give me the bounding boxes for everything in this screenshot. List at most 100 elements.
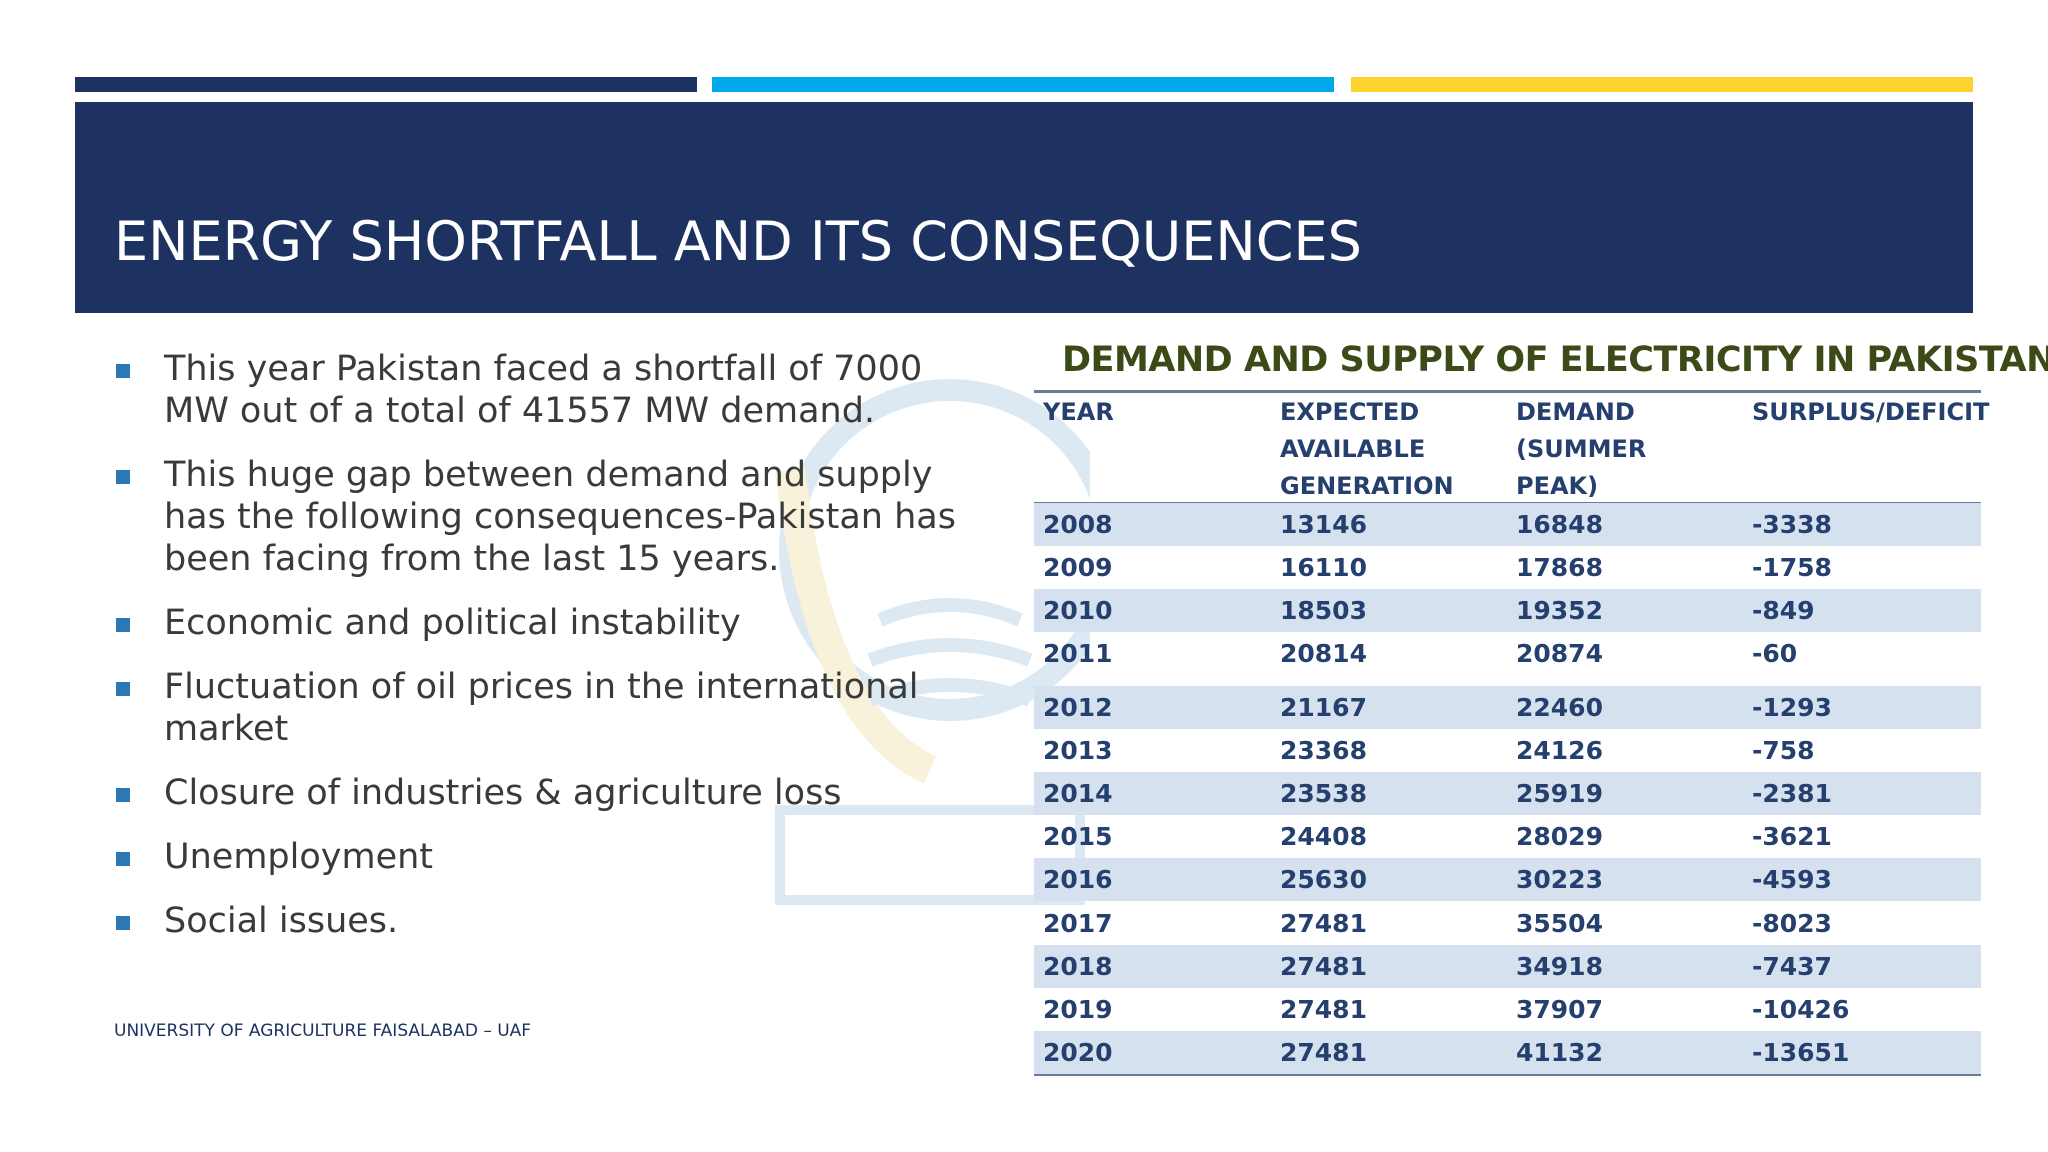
bullet-item: Economic and political instability (114, 602, 994, 644)
table-cell: 21167 (1280, 693, 1367, 722)
bullet-item: Unemployment (114, 836, 994, 878)
bullet-text: Social issues. (164, 901, 399, 941)
table-cell: 2009 (1043, 553, 1113, 582)
square-bullet-icon (116, 788, 130, 802)
table-row: 2013 23368 24126 -758 (1034, 729, 1981, 772)
table-cell: 25919 (1516, 779, 1603, 808)
table-cell: 2018 (1043, 952, 1113, 981)
square-bullet-icon (116, 852, 130, 866)
table-cell: 37907 (1516, 995, 1603, 1024)
square-bullet-icon (116, 618, 130, 632)
table-cell: 16110 (1280, 553, 1367, 582)
table-row: 2012 21167 22460 -1293 (1034, 686, 1981, 729)
table-cell: 27481 (1280, 952, 1367, 981)
table-cell: 2011 (1043, 639, 1113, 668)
footer-text: UNIVERSITY OF AGRICULTURE FAISALABAD – U… (114, 1021, 532, 1041)
bullet-text: Fluctuation of oil prices in the interna… (164, 667, 919, 749)
table-cell: 41132 (1516, 1038, 1603, 1067)
table-cell: 19352 (1516, 596, 1603, 625)
column-header: YEAR (1043, 398, 1114, 426)
table-row: 2011 20814 20874 -60 (1034, 632, 1981, 675)
table-cell: 2017 (1043, 909, 1113, 938)
table-cell: 25630 (1280, 865, 1367, 894)
table-cell: 2013 (1043, 736, 1113, 765)
square-bullet-icon (116, 470, 130, 484)
table-cell: 35504 (1516, 909, 1603, 938)
table-cell: 27481 (1280, 909, 1367, 938)
table-row: 2008 13146 16848 -3338 (1034, 503, 1981, 546)
table-cell: 2015 (1043, 822, 1113, 851)
table-cell: 2012 (1043, 693, 1113, 722)
table-cell: 18503 (1280, 596, 1367, 625)
table-cell: 20814 (1280, 639, 1367, 668)
table-cell: -4593 (1752, 865, 1832, 894)
table-cell: 16848 (1516, 510, 1603, 539)
column-header: SURPLUS/DEFICIT (1752, 398, 1990, 426)
university-emblem-watermark (775, 379, 1090, 905)
table-row: 2014 23538 25919 -2381 (1034, 772, 1981, 815)
table-cell: 27481 (1280, 995, 1367, 1024)
table-cell: 23368 (1280, 736, 1367, 765)
table-row: 2015 24408 28029 -3621 (1034, 815, 1981, 858)
bullet-text: Economic and political instability (164, 603, 741, 643)
table-cell: 17868 (1516, 553, 1603, 582)
accent-bar-dark (75, 77, 697, 92)
table-cell: 28029 (1516, 822, 1603, 851)
bullet-item: Fluctuation of oil prices in the interna… (114, 666, 994, 750)
table-cell: 23538 (1280, 779, 1367, 808)
table-cell: 2008 (1043, 510, 1113, 539)
table-row: 2010 18503 19352 -849 (1034, 589, 1981, 632)
bullet-item: Social issues. (114, 900, 994, 942)
bullet-item: Closure of industries & agriculture loss (114, 772, 994, 814)
column-header: EXPECTED AVAILABLE GENERATION (1280, 398, 1454, 500)
table-cell: -7437 (1752, 952, 1832, 981)
table-cell: -3621 (1752, 822, 1832, 851)
table-header-row: YEAR EXPECTED AVAILABLE GENERATION DEMAN… (1034, 394, 1990, 510)
table-cell: -10426 (1752, 995, 1850, 1024)
square-bullet-icon (116, 916, 130, 930)
table-cell: 22460 (1516, 693, 1603, 722)
table-row: 2020 27481 41132 -13651 (1034, 1031, 1981, 1074)
table-row: 2018 27481 34918 -7437 (1034, 945, 1981, 988)
title-banner: ENERGY SHORTFALL AND ITS CONSEQUENCES (75, 102, 1973, 313)
table-cell: 34918 (1516, 952, 1603, 981)
bullet-text: Unemployment (164, 837, 434, 877)
bullet-item: This huge gap between demand and supply … (114, 454, 994, 580)
table-title: DEMAND AND SUPPLY OF ELECTRICITY IN PAKI… (1062, 340, 2048, 380)
table-cell: -849 (1752, 596, 1815, 625)
table-cell: -1758 (1752, 553, 1832, 582)
table-bottom-rule (1034, 1074, 1981, 1076)
table-row: 2019 27481 37907 -10426 (1034, 988, 1981, 1031)
table-top-rule (1034, 390, 1981, 393)
table-cell: -3338 (1752, 510, 1832, 539)
table-cell: 2019 (1043, 995, 1113, 1024)
bullet-text: This huge gap between demand and supply … (164, 455, 956, 579)
table-cell: -1293 (1752, 693, 1832, 722)
bullet-text: This year Pakistan faced a shortfall of … (164, 349, 923, 431)
table-cell: 13146 (1280, 510, 1367, 539)
table-cell: 30223 (1516, 865, 1603, 894)
column-header: DEMAND (SUMMER PEAK) (1516, 398, 1647, 500)
slide-title: ENERGY SHORTFALL AND ITS CONSEQUENCES (114, 210, 1362, 273)
table-row: 2017 27481 35504 -8023 (1034, 902, 1981, 945)
bullet-item: This year Pakistan faced a shortfall of … (114, 348, 994, 432)
table-cell: -8023 (1752, 909, 1832, 938)
table-cell: 20874 (1516, 639, 1603, 668)
table-cell: -758 (1752, 736, 1815, 765)
table-cell: -2381 (1752, 779, 1832, 808)
table-cell: -60 (1752, 639, 1798, 668)
table-cell: 27481 (1280, 1038, 1367, 1067)
square-bullet-icon (116, 364, 130, 378)
table-cell: 2010 (1043, 596, 1113, 625)
table-cell: 2020 (1043, 1038, 1113, 1067)
bullet-text: Closure of industries & agriculture loss (164, 773, 842, 813)
table-cell: 24408 (1280, 822, 1367, 851)
table-row: 2016 25630 30223 -4593 (1034, 858, 1981, 901)
accent-bar-blue (712, 77, 1334, 92)
bullet-list: This year Pakistan faced a shortfall of … (114, 348, 994, 942)
square-bullet-icon (116, 682, 130, 696)
table-cell: 2016 (1043, 865, 1113, 894)
table-cell: 2014 (1043, 779, 1113, 808)
table-cell: -13651 (1752, 1038, 1850, 1067)
table-row: 2009 16110 17868 -1758 (1034, 546, 1981, 589)
